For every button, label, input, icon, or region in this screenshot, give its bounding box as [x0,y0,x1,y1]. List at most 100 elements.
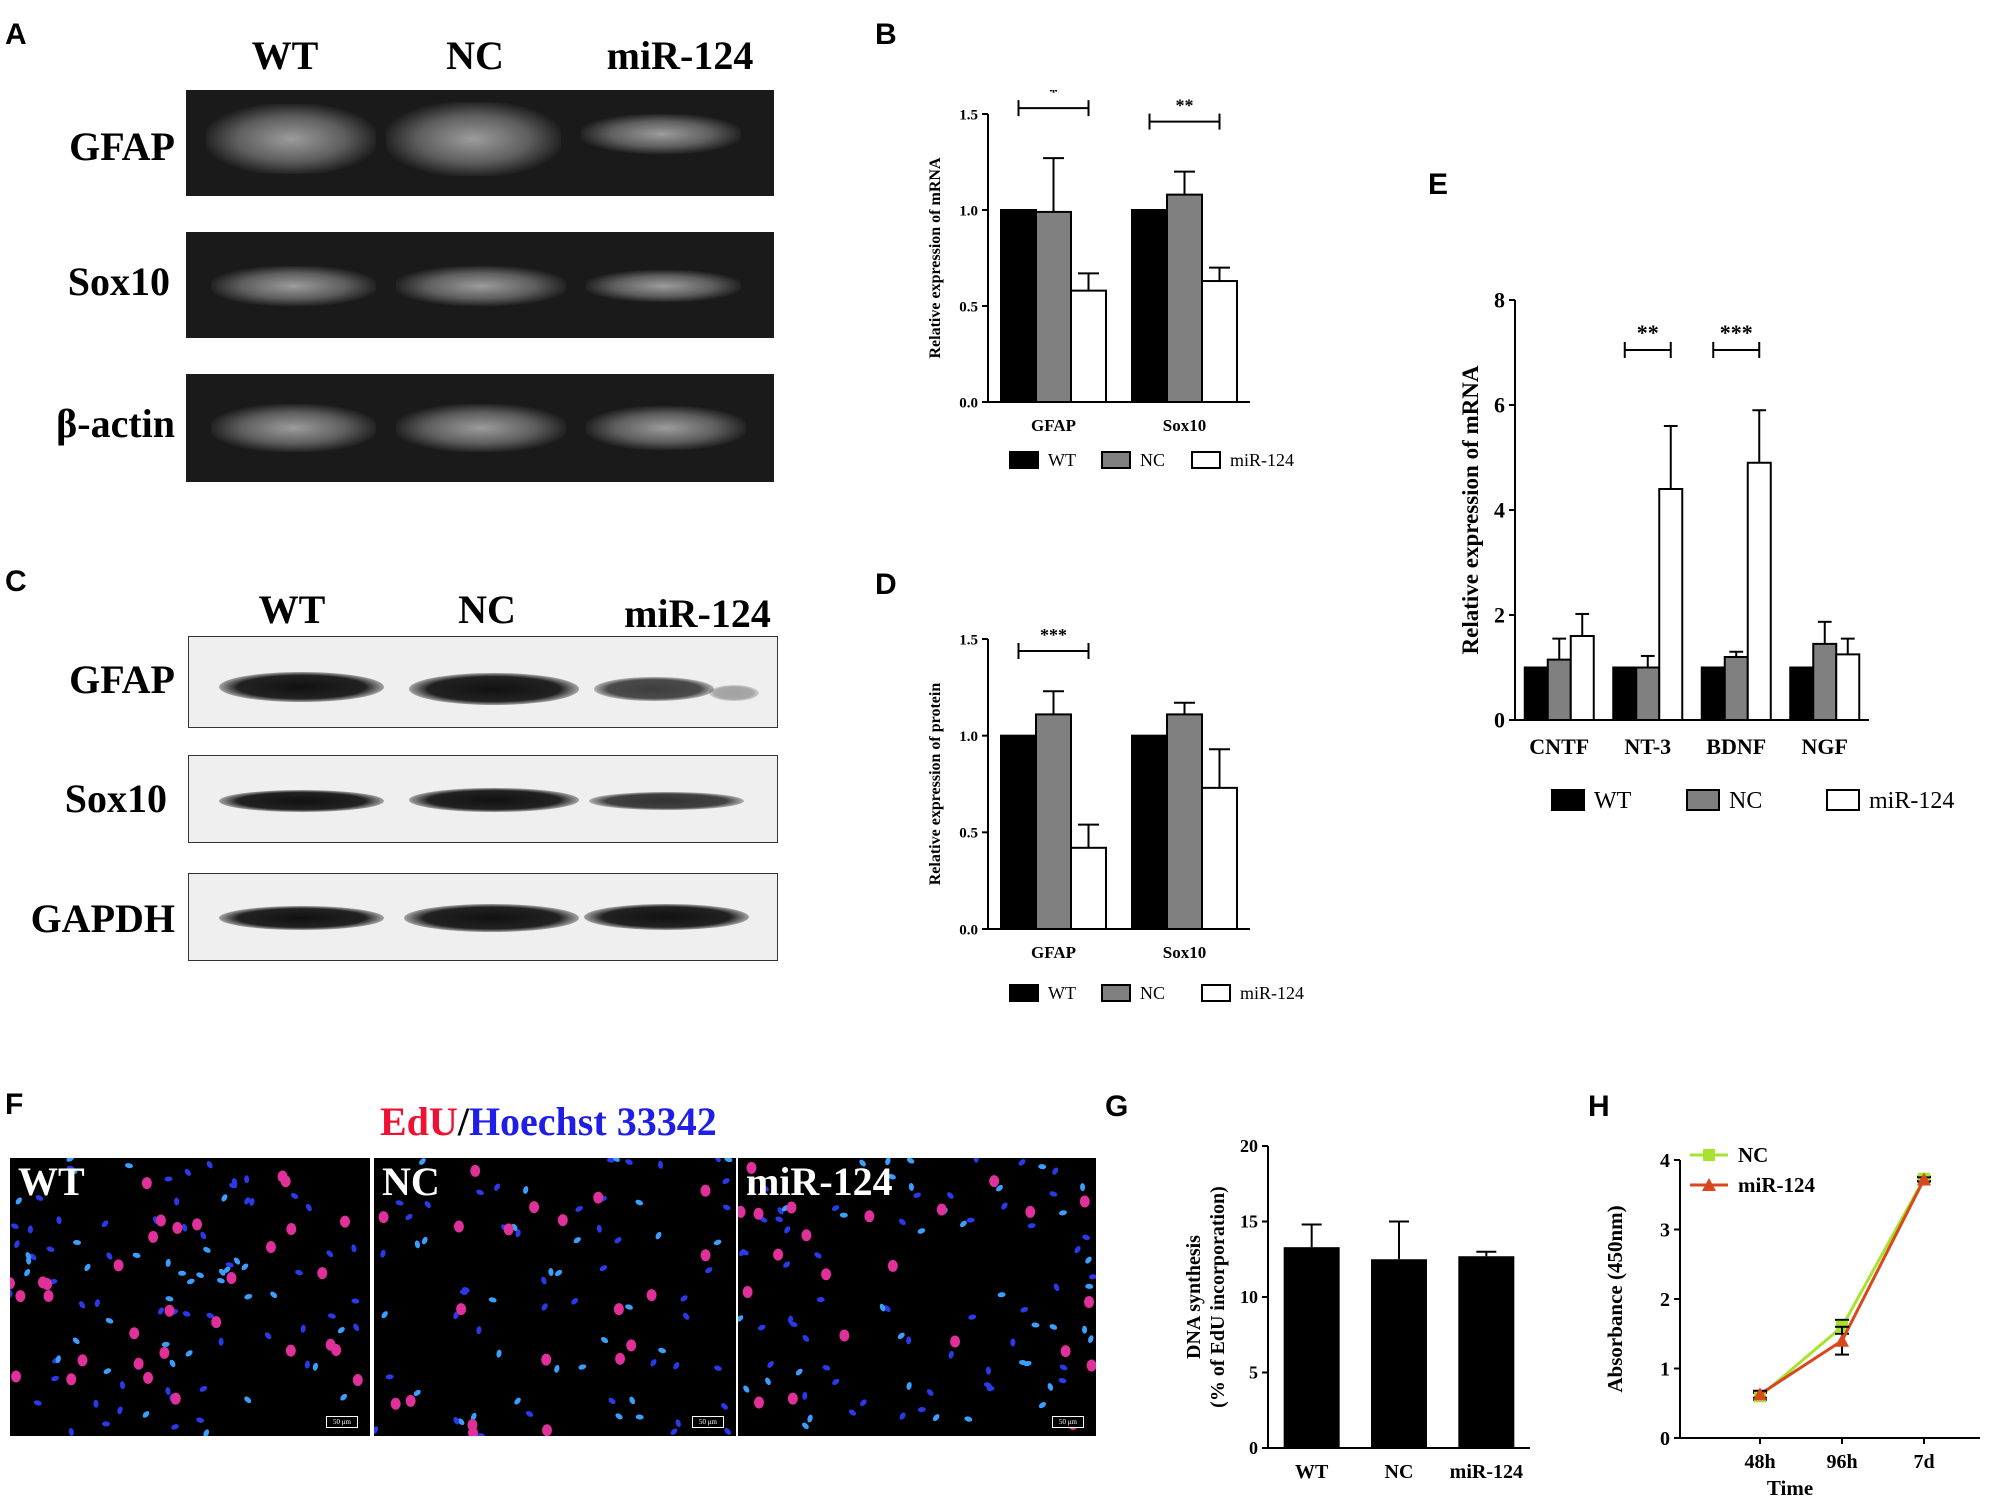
x-tick-label: 48h [1744,1451,1775,1473]
bar-nc [1723,656,1749,721]
legend-label: miR-124 [1869,788,1954,814]
hoechst-nucleus [1010,1338,1016,1347]
x-tick-label: BDNF [1706,734,1766,759]
hoechst-nucleus [625,1304,633,1310]
hoechst-nucleus [351,1298,360,1304]
gel-strip-sox10 [186,232,774,338]
edu-nucleus [742,1285,753,1298]
edu-nucleus [753,1207,764,1220]
fluor-title-sep: / [457,1099,469,1144]
edu-nucleus [1084,1296,1095,1309]
legend-swatch [1009,451,1039,469]
hoechst-nucleus [1049,1191,1058,1197]
edu-nucleus [541,1424,552,1436]
series-line-nc [1759,1178,1926,1398]
blot-strip-gfap [188,636,778,728]
y-tick-label: 1.5 [959,632,978,648]
hoechst-nucleus [186,1278,195,1285]
blot-strip-gapdh [188,873,778,961]
hoechst-nucleus [300,1324,306,1333]
hoechst-nucleus [784,1226,791,1234]
hoechst-nucleus [948,1350,954,1359]
edu-nucleus [456,1303,467,1316]
hoechst-nucleus [554,1364,560,1373]
hoechst-nucleus [541,1276,547,1285]
hoechst-nucleus [421,1236,428,1245]
nuclei-layer [10,1158,363,1436]
legend-label: miR-124 [1738,1173,1815,1197]
y-tick-label: 0.5 [959,299,978,315]
hoechst-nucleus [165,1258,171,1267]
hoechst-nucleus [765,1377,771,1386]
hoechst-nucleus [1052,1167,1059,1175]
edu-nucleus [331,1344,342,1357]
chart-b-mrna: 0.0 0.5 1.0 1.5 Relative expression of mRNA G… [927,90,1294,470]
edu-nucleus [226,1271,237,1284]
hoechst-nucleus [1088,1335,1094,1343]
hoechst-nucleus [196,1417,205,1423]
edu-nucleus [37,1276,48,1289]
significance-label: ** [1637,320,1659,345]
edu-nucleus [164,1304,175,1317]
x-axis-label: Time [1767,1476,1813,1500]
hoechst-nucleus [244,1197,251,1205]
legend-swatch [1551,789,1585,811]
hoechst-nucleus [573,1237,581,1244]
hoechst-nucleus [476,1189,484,1196]
hoechst-nucleus [964,1416,973,1422]
hoechst-nucleus [658,1160,664,1169]
hoechst-nucleus [25,1252,32,1260]
hoechst-nucleus [879,1303,886,1312]
data-point-triangle [1753,1387,1767,1401]
hoechst-nucleus [413,1389,421,1397]
hoechst-nucleus [68,1428,74,1436]
hoechst-nucleus [233,1257,241,1265]
hoechst-nucleus [55,1355,61,1364]
hoechst-nucleus [816,1297,825,1303]
legend-marker [1703,1149,1715,1161]
y-tick-label: 0 [1249,1438,1258,1458]
edu-nucleus [1086,1359,1096,1372]
hoechst-nucleus [767,1361,774,1368]
hoechst-nucleus [596,1224,602,1233]
hoechst-nucleus [612,1158,620,1162]
hoechst-nucleus [1049,1324,1058,1330]
hoechst-nucleus [608,1397,616,1405]
hoechst-nucleus [822,1365,831,1371]
edu-nucleus [77,1354,88,1367]
bar-mir124 [1835,653,1861,721]
hoechst-nucleus [117,1406,123,1415]
gel-row-label-sox10: Sox10 [67,259,170,304]
hoechst-nucleus [304,1360,310,1369]
hoechst-nucleus [947,1192,954,1199]
y-tick-label: 1 [1660,1359,1670,1381]
fluor-title: EdU/Hoechst 33342 [380,1098,717,1145]
edu-nucleus [352,1374,363,1387]
hoechst-nucleus [883,1305,891,1312]
edu-nucleus [265,1240,276,1253]
hoechst-nucleus [200,1231,207,1240]
x-tick-label: Sox10 [1163,943,1206,962]
blot-row-label-gapdh: GAPDH [30,896,175,941]
legend-swatch [1101,984,1131,1002]
legend-label: NC [1729,788,1762,814]
hoechst-nucleus [142,1411,150,1418]
hoechst-nucleus [787,1315,794,1324]
hoechst-nucleus [658,1347,667,1354]
hoechst-nucleus [119,1381,125,1390]
legend-marker [1702,1178,1716,1191]
x-tick-label: NT-3 [1624,734,1671,759]
blot-lane-label-nc: NC [458,587,516,632]
hoechst-nucleus [33,1400,42,1406]
hoechst-nucleus [1059,1364,1068,1371]
hoechst-nucleus [525,1410,534,1417]
edu-nucleus [172,1221,183,1234]
hoechst-nucleus [249,1197,255,1206]
x-tick-label: NC [1385,1461,1414,1483]
edu-nucleus [773,1248,784,1261]
hoechst-nucleus [1047,1383,1054,1391]
y-tick-label: 2 [1494,603,1505,628]
hoechst-nucleus [926,1389,934,1396]
hoechst-nucleus [203,1429,210,1436]
hoechst-nucleus [783,1261,791,1268]
